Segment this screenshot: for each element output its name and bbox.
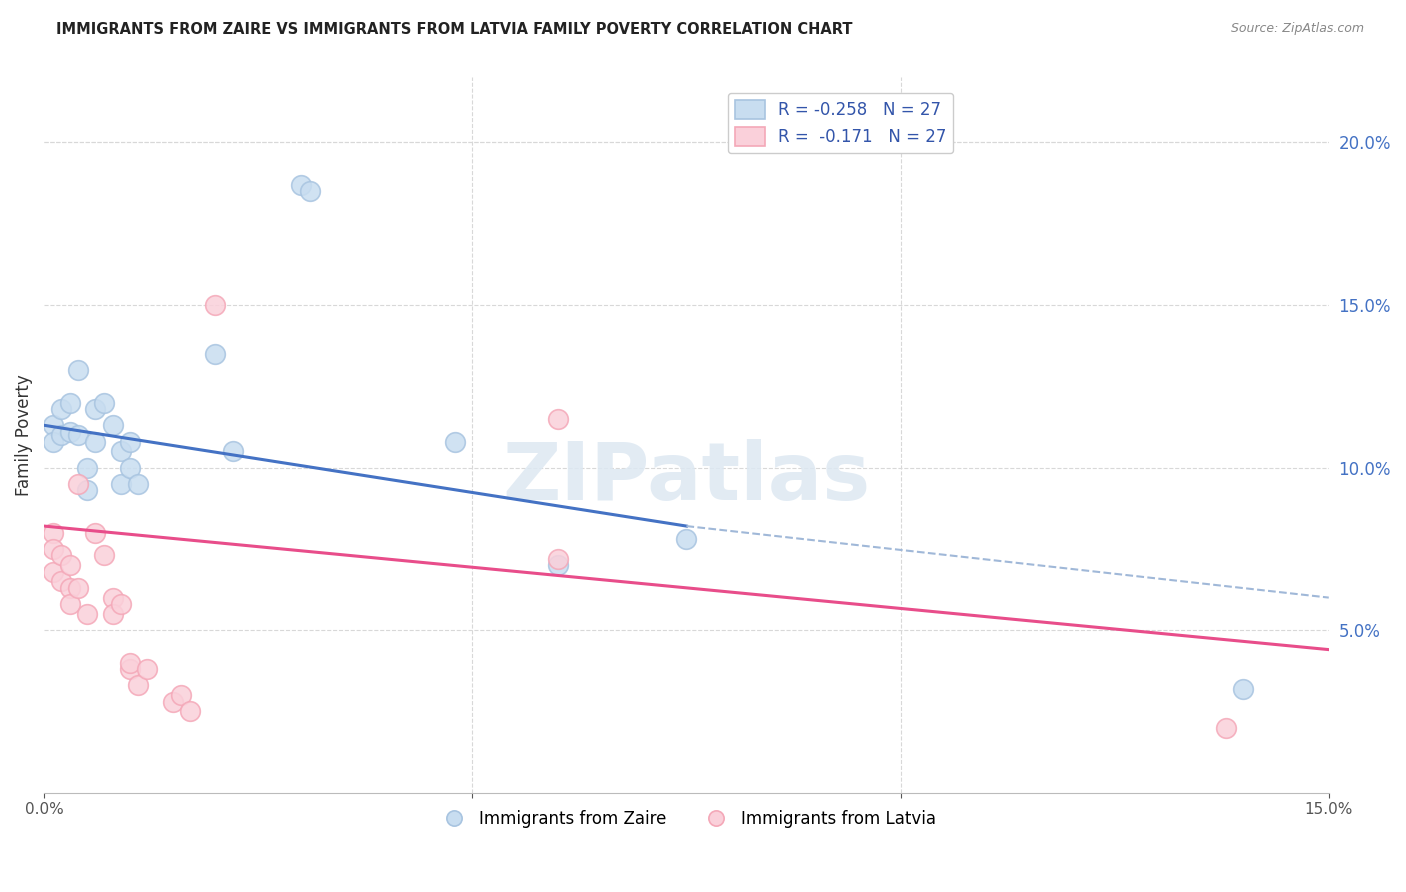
- Point: [93, 549, 115, 563]
- Text: ZIPatlas: ZIPatlas: [502, 439, 870, 517]
- Point: [101, 418, 124, 433]
- Point: [118, 434, 141, 449]
- Point: [204, 298, 226, 312]
- Point: [76, 483, 98, 498]
- Point: [93, 395, 115, 409]
- Point: [118, 662, 141, 676]
- Point: [547, 411, 569, 425]
- Point: [1215, 721, 1237, 735]
- Point: [101, 607, 124, 621]
- Point: [84, 434, 107, 449]
- Point: [59, 581, 82, 595]
- Point: [547, 558, 569, 573]
- Text: IMMIGRANTS FROM ZAIRE VS IMMIGRANTS FROM LATVIA FAMILY POVERTY CORRELATION CHART: IMMIGRANTS FROM ZAIRE VS IMMIGRANTS FROM…: [56, 22, 853, 37]
- Point: [118, 656, 141, 670]
- Point: [1232, 681, 1254, 696]
- Point: [67, 428, 90, 442]
- Point: [162, 695, 184, 709]
- Point: [444, 434, 467, 449]
- Point: [170, 688, 193, 702]
- Point: [298, 184, 321, 198]
- Point: [59, 597, 82, 611]
- Y-axis label: Family Poverty: Family Poverty: [15, 374, 32, 496]
- Text: Source: ZipAtlas.com: Source: ZipAtlas.com: [1230, 22, 1364, 36]
- Point: [51, 402, 73, 417]
- Point: [41, 541, 63, 556]
- Point: [76, 607, 98, 621]
- Point: [110, 476, 132, 491]
- Point: [127, 678, 149, 692]
- Point: [110, 597, 132, 611]
- Point: [67, 581, 90, 595]
- Point: [41, 525, 63, 540]
- Point: [59, 395, 82, 409]
- Point: [179, 705, 201, 719]
- Point: [221, 444, 243, 458]
- Point: [76, 460, 98, 475]
- Point: [204, 347, 226, 361]
- Point: [41, 418, 63, 433]
- Point: [118, 460, 141, 475]
- Point: [101, 591, 124, 605]
- Point: [547, 551, 569, 566]
- Point: [675, 532, 697, 546]
- Point: [135, 662, 157, 676]
- Point: [51, 574, 73, 589]
- Point: [41, 434, 63, 449]
- Point: [67, 476, 90, 491]
- Point: [67, 363, 90, 377]
- Point: [84, 525, 107, 540]
- Point: [51, 428, 73, 442]
- Point: [41, 565, 63, 579]
- Point: [127, 476, 149, 491]
- Point: [51, 549, 73, 563]
- Point: [59, 425, 82, 439]
- Point: [110, 444, 132, 458]
- Point: [290, 178, 312, 192]
- Point: [59, 558, 82, 573]
- Legend: Immigrants from Zaire, Immigrants from Latvia: Immigrants from Zaire, Immigrants from L…: [430, 803, 942, 834]
- Point: [84, 402, 107, 417]
